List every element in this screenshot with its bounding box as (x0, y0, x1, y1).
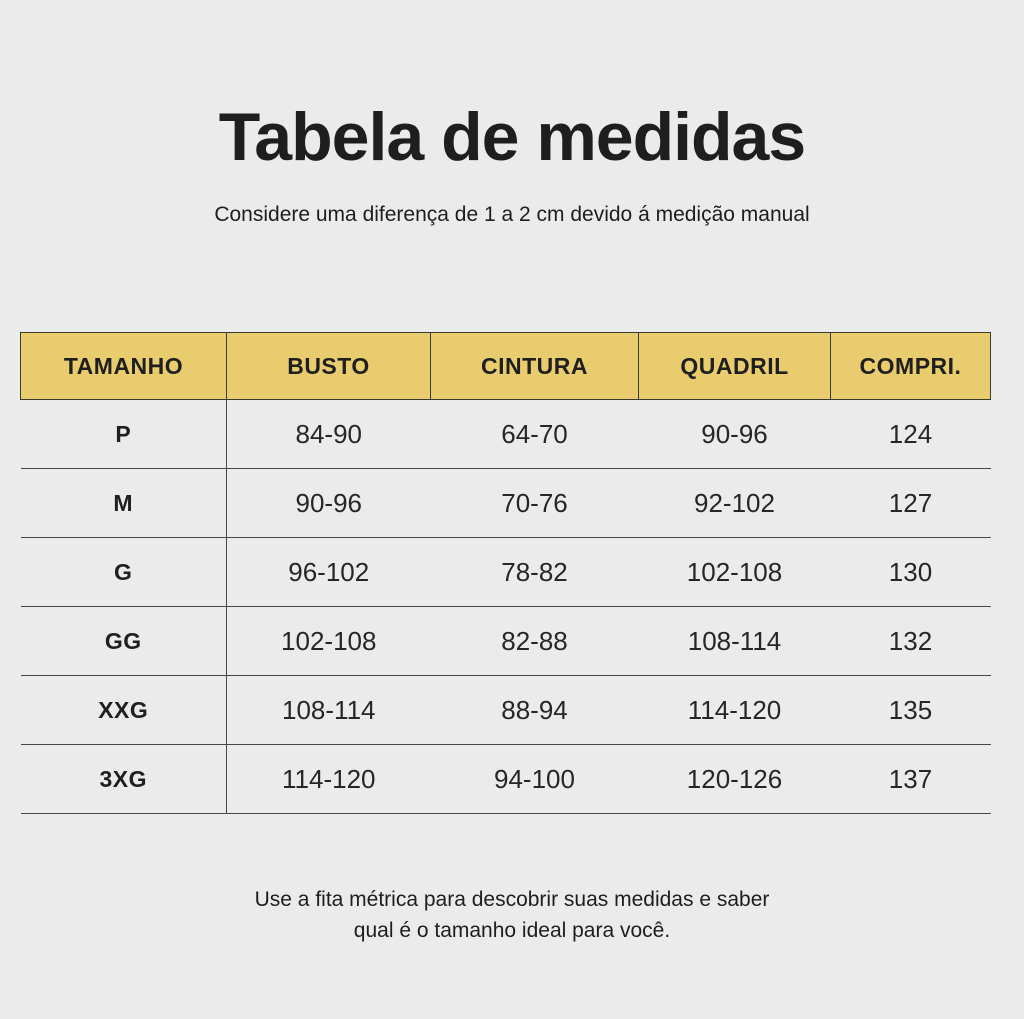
table-row: G 96-102 78-82 102-108 130 (20, 537, 991, 607)
measure-cell: 135 (830, 675, 991, 745)
page-subtitle: Considere uma diferença de 1 a 2 cm devi… (214, 203, 810, 226)
size-cell: XXG (20, 675, 227, 745)
measure-cell: 127 (830, 468, 991, 538)
measure-cell: 124 (830, 399, 991, 469)
measure-cell: 88-94 (430, 675, 639, 745)
measure-cell: 114-120 (226, 744, 431, 814)
header-cell: COMPRI. (830, 332, 991, 400)
measure-cell: 92-102 (638, 468, 831, 538)
table-header-row: TAMANHO BUSTO CINTURA QUADRIL COMPRI. (20, 332, 991, 400)
header-cell: QUADRIL (638, 332, 831, 400)
size-chart-table: TAMANHO BUSTO CINTURA QUADRIL COMPRI. P 84-90… (20, 332, 991, 814)
measure-cell: 94-100 (430, 744, 639, 814)
table-header: TAMANHO BUSTO CINTURA QUADRIL COMPRI. (20, 332, 991, 400)
size-cell: M (20, 468, 227, 538)
measure-cell: 82-88 (430, 606, 639, 676)
measure-cell: 84-90 (226, 399, 431, 469)
measure-cell: 96-102 (226, 537, 431, 607)
footer-line-2: qual é o tamanho ideal para você. (353, 919, 671, 942)
measure-cell: 90-96 (638, 399, 831, 469)
header-cell: BUSTO (226, 332, 431, 400)
measure-cell: 137 (830, 744, 991, 814)
measure-cell: 64-70 (430, 399, 639, 469)
table-row: P 84-90 64-70 90-96 124 (20, 399, 991, 469)
header-cell: CINTURA (430, 332, 639, 400)
measure-cell: 78-82 (430, 537, 639, 607)
header-cell: TAMANHO (20, 332, 227, 400)
table-row: M 90-96 70-76 92-102 127 (20, 468, 991, 538)
size-cell: P (20, 399, 227, 469)
measure-cell: 108-114 (638, 606, 831, 676)
measure-cell: 90-96 (226, 468, 431, 538)
size-cell: GG (20, 606, 227, 676)
page-footer: Use a fita métrica para descobrir suas m… (0, 884, 1024, 946)
measure-cell: 120-126 (638, 744, 831, 814)
size-cell: 3XG (20, 744, 227, 814)
size-chart: TAMANHO BUSTO CINTURA QUADRIL COMPRI. P 84-90… (20, 332, 991, 814)
measure-cell: 108-114 (226, 675, 431, 745)
measure-cell: 102-108 (638, 537, 831, 607)
footer-line-1: Use a fita métrica para descobrir suas m… (254, 888, 770, 911)
measure-cell: 114-120 (638, 675, 831, 745)
page-title: Tabela de medidas (218, 99, 806, 175)
table-body: P 84-90 64-70 90-96 124 M 90-96 70-76 92-102 127 G… (20, 399, 991, 814)
table-row: 3XG 114-120 94-100 120-126 137 (20, 744, 991, 814)
measure-cell: 70-76 (430, 468, 639, 538)
measure-cell: 102-108 (226, 606, 431, 676)
measure-cell: 130 (830, 537, 991, 607)
table-row: GG 102-108 82-88 108-114 132 (20, 606, 991, 676)
size-cell: G (20, 537, 227, 607)
measure-cell: 132 (830, 606, 991, 676)
table-row: XXG 108-114 88-94 114-120 135 (20, 675, 991, 745)
